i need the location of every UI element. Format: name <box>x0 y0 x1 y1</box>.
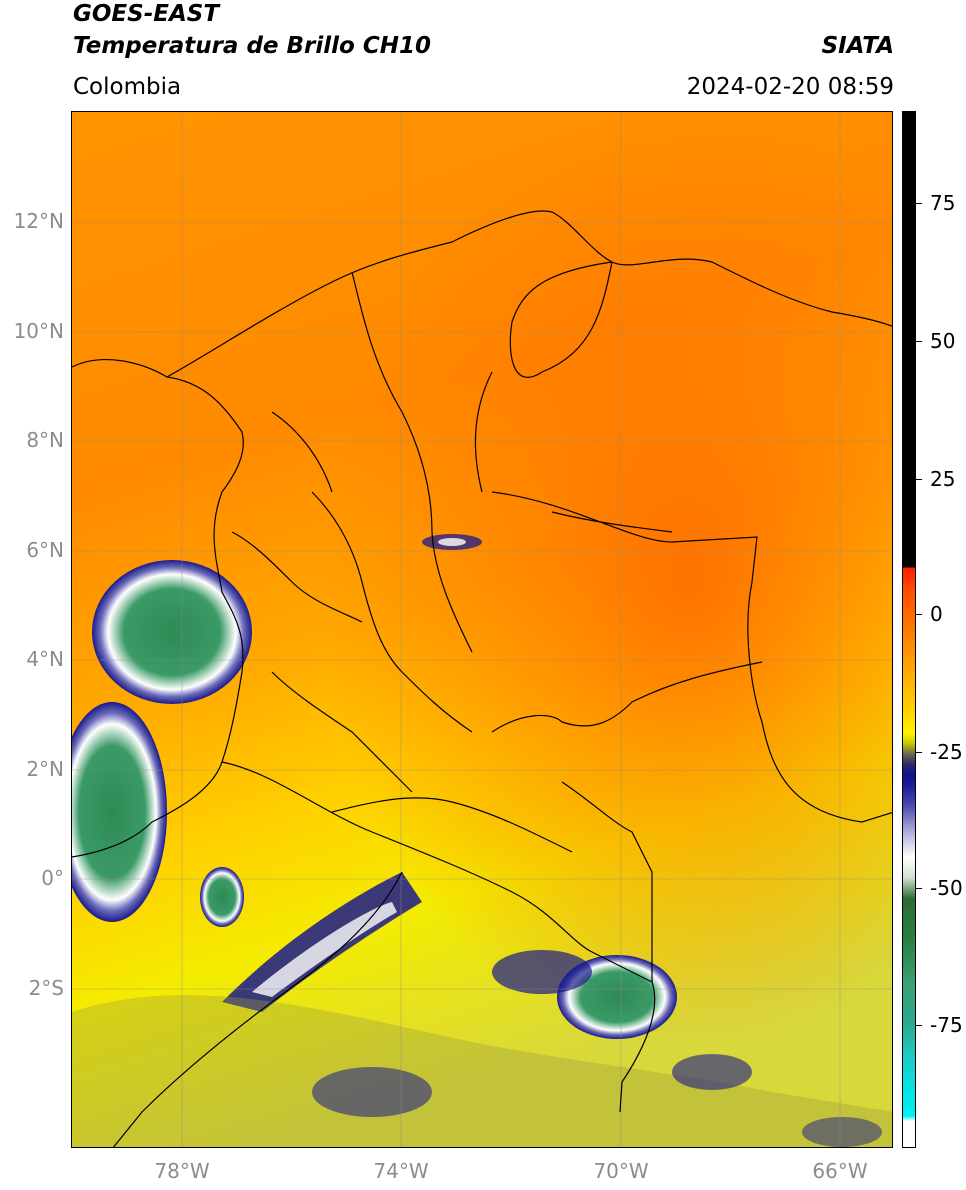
boundaries <box>72 210 892 1147</box>
lat-label-4n: 4°N <box>26 647 64 671</box>
colorbar-label-neg50: -50 <box>930 876 963 900</box>
lat-label-10n: 10°N <box>13 319 64 343</box>
lat-label-8n: 8°N <box>26 428 64 452</box>
lat-label-0: 0° <box>41 866 64 890</box>
colorbar-label-neg25: -25 <box>930 740 963 764</box>
lon-label-66w: 66°W <box>812 1159 868 1183</box>
colorbar-label-25: 25 <box>930 467 956 491</box>
colorbar-label-0: 0 <box>930 602 943 626</box>
colorbar-label-neg75: -75 <box>930 1013 963 1037</box>
lat-label-12n: 12°N <box>13 209 64 233</box>
lon-label-74w: 74°W <box>373 1159 429 1183</box>
datetime-label: 2024-02-20 08:59 <box>686 74 894 100</box>
region-label: Colombia <box>73 74 182 100</box>
lat-label-2n: 2°N <box>26 757 64 781</box>
institution-label: SIATA <box>821 33 894 59</box>
lon-label-70w: 70°W <box>593 1159 649 1183</box>
lat-label-6n: 6°N <box>26 538 64 562</box>
lat-label-2s: 2°S <box>28 976 64 1000</box>
colorbar-label-50: 50 <box>930 329 956 353</box>
satellite-title: GOES-EAST <box>73 1 220 27</box>
map-canvas <box>72 112 892 1147</box>
lon-label-78w: 78°W <box>154 1159 210 1183</box>
satellite-map <box>71 111 893 1148</box>
product-title: Temperatura de Brillo CH10 <box>73 33 431 59</box>
cloud-systems <box>72 534 892 1147</box>
colorbar-label-75: 75 <box>930 191 956 215</box>
colorbar <box>902 111 916 1148</box>
